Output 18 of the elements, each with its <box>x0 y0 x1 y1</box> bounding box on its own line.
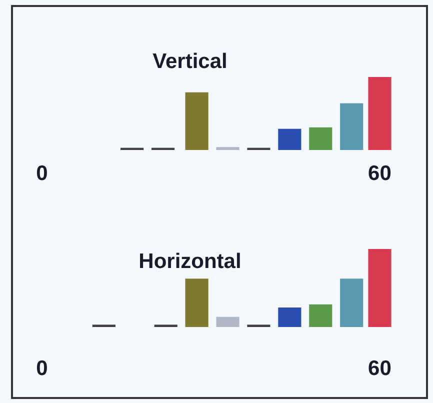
bar <box>185 278 208 327</box>
x-tick-label: 60 <box>368 357 392 380</box>
chart-title: Horizontal <box>138 250 242 273</box>
bar <box>185 92 208 150</box>
bar <box>216 316 240 327</box>
x-tick-label: 0 <box>36 357 48 380</box>
bar <box>309 304 332 327</box>
x-tick-label: 0 <box>36 162 48 185</box>
bar <box>278 128 302 150</box>
bar <box>278 308 302 327</box>
bar <box>309 127 332 150</box>
bar <box>368 249 392 327</box>
x-tick-label: 60 <box>368 162 392 185</box>
bar <box>368 77 392 150</box>
bar <box>340 103 364 150</box>
chart-title: Vertical <box>152 50 228 73</box>
bar <box>340 278 364 327</box>
bar <box>216 147 240 150</box>
